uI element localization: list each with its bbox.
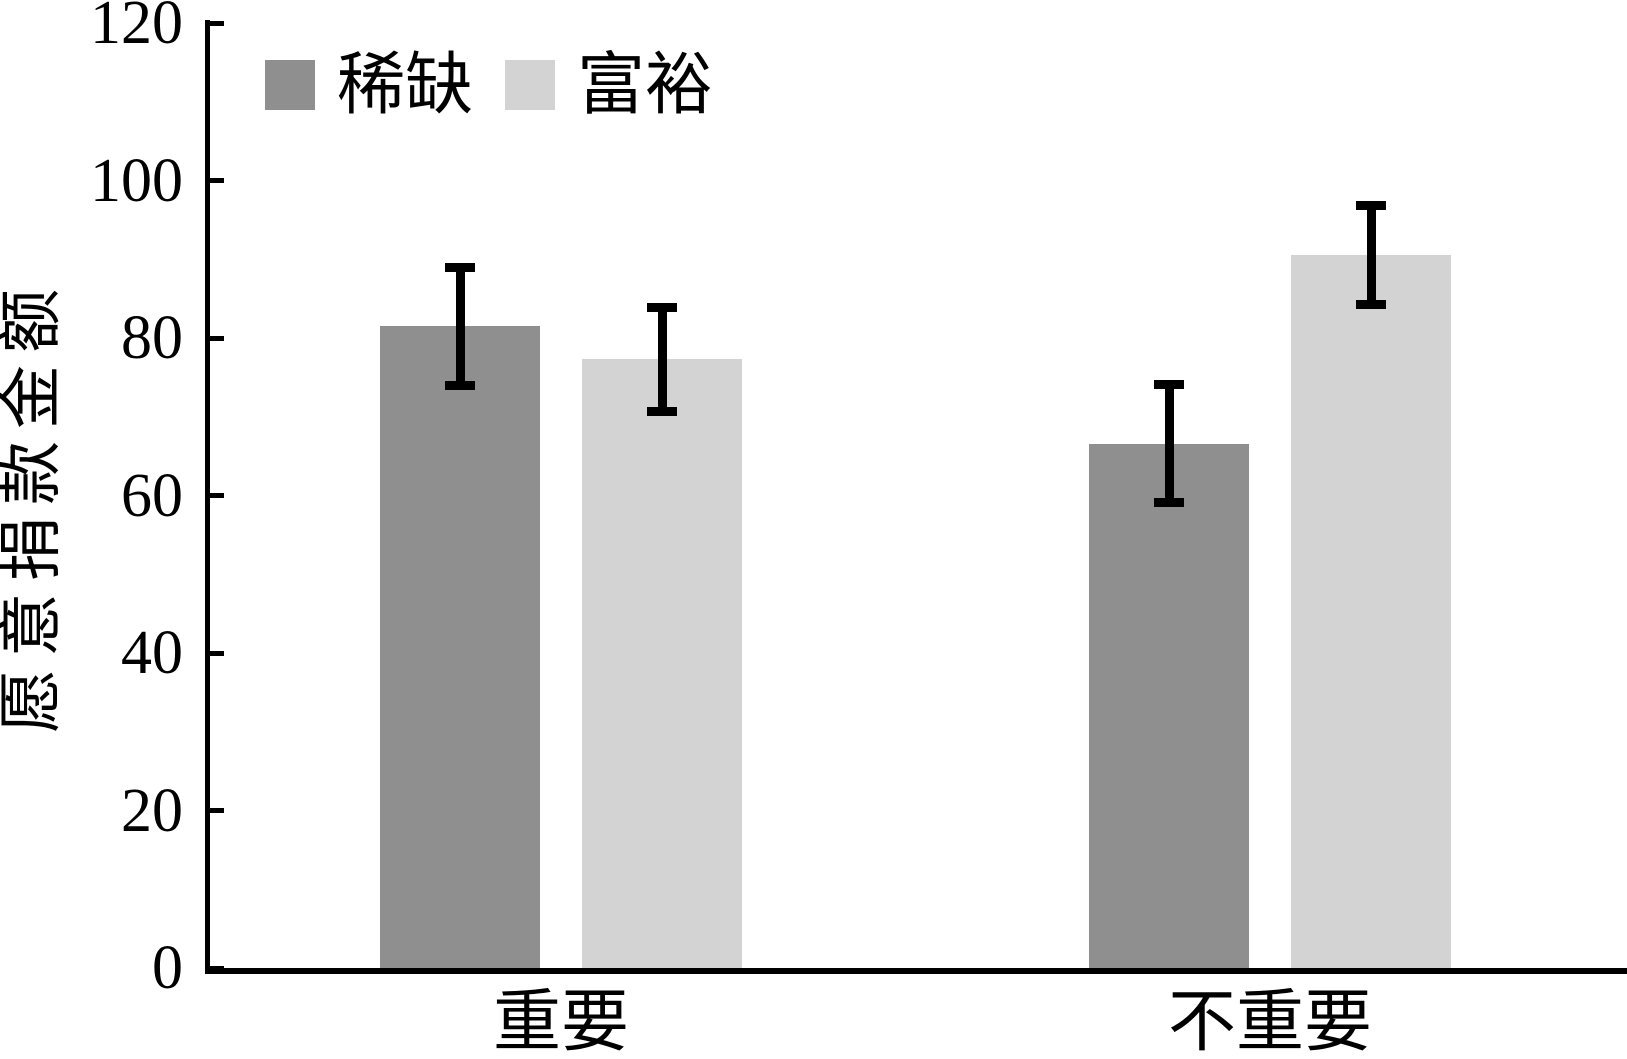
x-axis-line: [205, 968, 1627, 974]
legend-swatch-series-1: [505, 60, 556, 110]
y-tick-label-0: 0: [152, 934, 183, 1002]
y-tick-mark-60: [210, 493, 224, 498]
error-bar-cap-top: [647, 302, 677, 312]
y-tick-label-40: 40: [121, 619, 183, 687]
error-bar-cap-bottom: [647, 406, 677, 416]
y-tick-label-60: 60: [121, 461, 183, 530]
legend-label-series-0: 稀缺: [337, 47, 474, 123]
y-tick-mark-100: [210, 178, 224, 183]
bar-不重要-富裕: [1291, 255, 1451, 968]
legend-swatch-series-0: [265, 60, 315, 110]
bar-重要-稀缺: [380, 326, 540, 968]
y-tick-mark-0: [210, 965, 224, 971]
error-bar-cap-bottom: [1356, 300, 1386, 310]
y-tick-mark-120: [210, 20, 224, 26]
y-tick-mark-20: [210, 808, 224, 813]
legend-label-series-1: 富裕: [577, 47, 714, 123]
x-tick-label-不重要: 不重要: [1167, 984, 1372, 1059]
error-bar-line: [1366, 205, 1376, 305]
bar-重要-富裕: [582, 359, 742, 968]
error-bar-line: [455, 267, 465, 386]
y-tick-label-100: 100: [90, 146, 183, 215]
error-bar-cap-bottom: [1154, 498, 1184, 508]
legend: 稀缺 富裕: [265, 38, 745, 132]
y-tick-label-80: 80: [121, 304, 183, 372]
y-tick-label-20: 20: [121, 776, 183, 845]
y-axis-line: [205, 20, 210, 974]
y-tick-mark-40: [210, 650, 224, 656]
x-tick-label-重要: 重要: [492, 984, 629, 1059]
error-bar-line: [657, 307, 667, 412]
bar-不重要-稀缺: [1089, 443, 1249, 968]
error-bar-cap-top: [1154, 379, 1184, 389]
error-bar-cap-top: [445, 262, 475, 272]
error-bar-line: [1164, 384, 1174, 503]
error-bar-cap-top: [1356, 201, 1386, 211]
y-tick-label-120: 120: [90, 0, 183, 57]
y-tick-mark-80: [210, 335, 224, 341]
error-bar-cap-bottom: [445, 380, 475, 390]
